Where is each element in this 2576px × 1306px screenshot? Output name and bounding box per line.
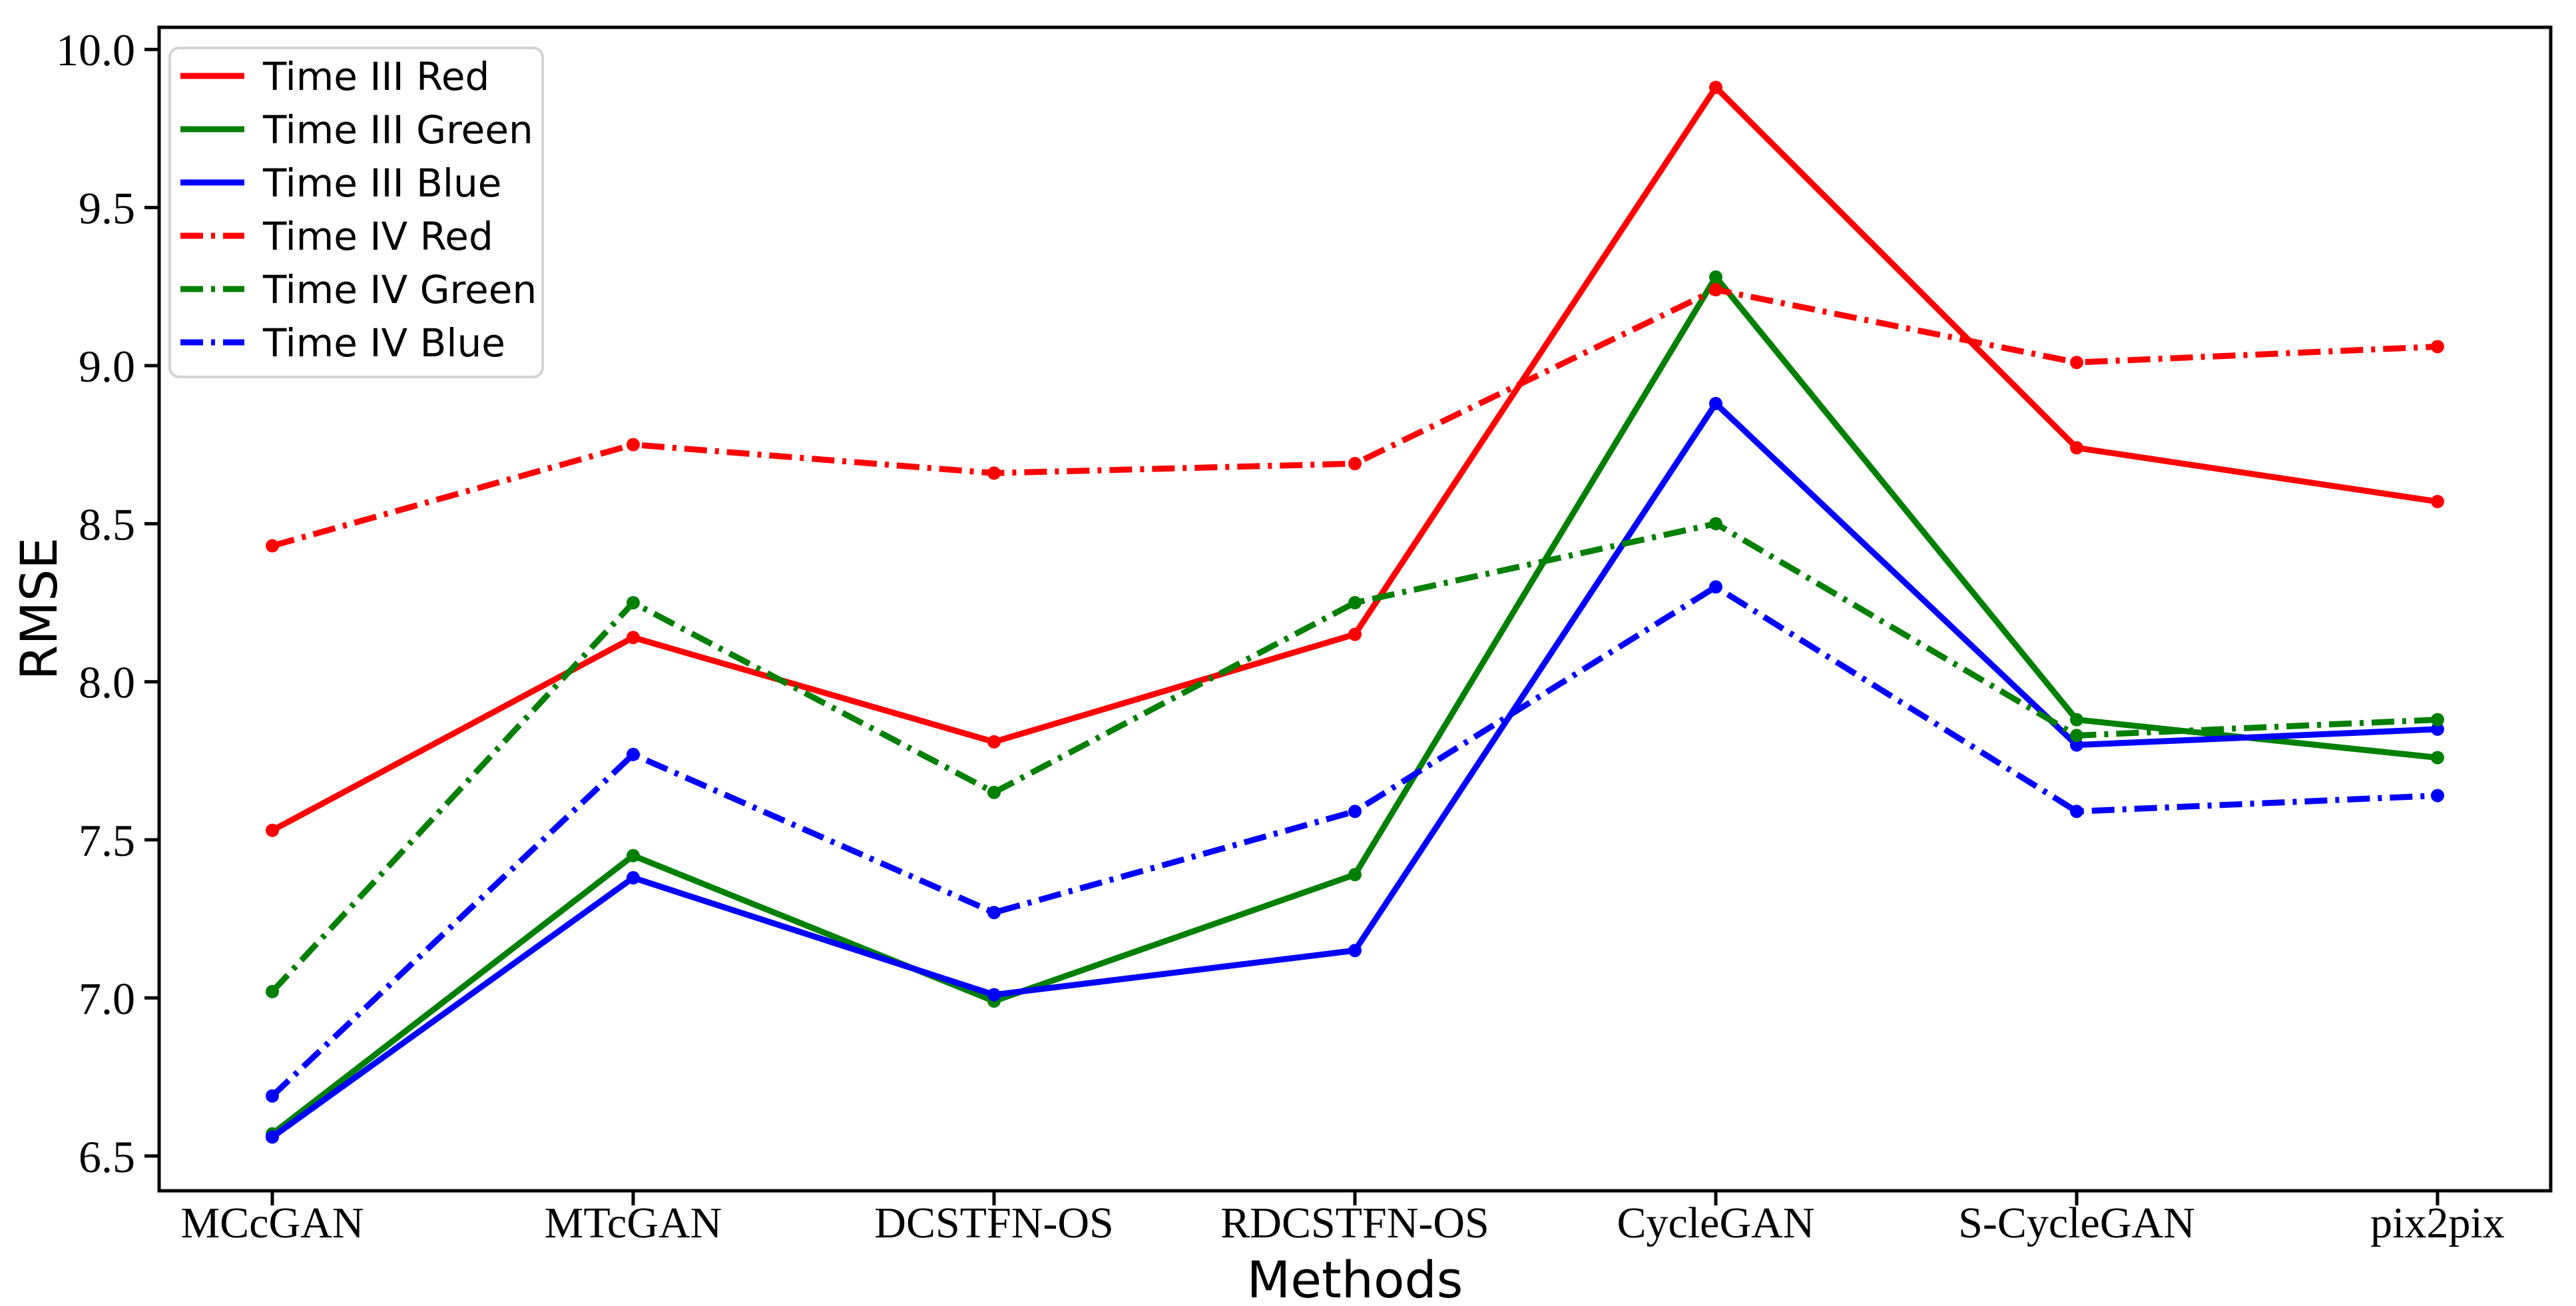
data-point-marker [2431,340,2444,354]
legend-item-label: Time III Red [262,54,489,99]
series-time-iv-red [266,283,2444,553]
series-line-time-iv-blue [270,583,2438,1098]
y-tick-label: 8.0 [79,657,135,708]
y-tick-label: 7.5 [79,815,135,866]
data-point-marker [627,848,640,862]
series-time-iii-red [266,81,2444,837]
series-layer [266,81,2444,1144]
data-point-marker [266,1089,279,1103]
data-point-marker [987,906,1001,920]
series-line-time-iv-green [270,520,2438,994]
data-point-marker [1709,580,1722,594]
x-tick-label: DCSTFN-OS [874,1199,1113,1247]
x-tick-label: RDCSTFN-OS [1220,1199,1489,1247]
data-point-marker [2431,713,2444,727]
data-point-marker [1348,944,1362,958]
x-tick-label: CycleGAN [1617,1199,1815,1247]
y-tick-label: 7.0 [79,973,135,1024]
legend-item-time-iv-green: Time IV Green [180,267,537,312]
series-line-time-iv-red [271,286,2438,549]
data-point-marker [627,596,640,610]
axis-layer: 6.5 7.0 7.5 8.0 8.5 9.0 9.5 10.0 MCcGAN MTcGAN DCS… [56,25,2505,1247]
series-line-time-iii-blue [270,398,2438,1140]
y-tick-label: 8.5 [79,499,135,549]
x-tick-label: MCcGAN [181,1199,364,1247]
legend-item-time-iii-blue: Time III Blue [180,161,501,206]
data-point-marker [987,785,1001,799]
data-point-marker [1709,517,1722,531]
data-point-marker [627,747,640,761]
data-point-marker [266,823,279,837]
series-time-iv-blue [266,580,2444,1103]
legend-item-label: Time IV Red [262,214,493,259]
data-point-marker [2431,751,2444,765]
legend-item-label: Time III Blue [262,161,501,206]
y-tick-label: 6.5 [79,1132,135,1182]
data-point-marker [266,539,279,553]
y-tick-label: 10.0 [56,25,135,75]
legend-item-time-iii-green: Time III Green [180,107,533,153]
data-point-marker [1709,283,1722,297]
data-point-marker [627,871,640,885]
legend-item-time-iii-red: Time III Red [180,54,489,99]
data-point-marker [2070,805,2083,818]
data-point-marker [1709,270,1722,284]
data-point-marker [987,466,1001,480]
legend-item-label: Time IV Green [262,267,537,312]
data-point-marker [2431,495,2444,509]
y-axis-title: RMSE [9,537,69,681]
data-point-marker [627,631,640,645]
x-axis-title: Methods [1247,1250,1463,1306]
legend: Time III Red Time III Green Time III Blue T… [168,47,544,378]
series-time-iii-green [266,270,2444,1141]
y-tick-label: 9.5 [79,183,135,234]
data-point-marker [1709,81,1722,95]
data-point-marker [2431,722,2444,736]
x-tick-label: MTcGAN [545,1199,722,1247]
data-point-marker [987,735,1001,749]
data-point-marker [266,1130,279,1144]
data-point-marker [1348,627,1362,641]
data-point-marker [627,438,640,452]
x-tick-label: S-CycleGAN [1958,1199,2195,1247]
series-time-iii-blue [266,396,2444,1144]
legend-box [168,47,544,378]
data-point-marker [2070,356,2083,370]
data-point-marker [1709,396,1722,410]
data-point-marker [2070,441,2083,455]
series-line-time-iii-green [270,272,2438,1137]
data-point-marker [2070,713,2083,727]
legend-item-time-iv-blue: Time IV Blue [180,320,505,366]
series-time-iv-green [266,517,2444,998]
legend-item-label: Time IV Blue [262,320,505,366]
legend-item-label: Time III Green [262,107,533,153]
data-point-marker [2070,738,2083,752]
legend-item-time-iv-red: Time IV Red [180,214,493,259]
data-point-marker [1348,457,1362,471]
x-tick-label: pix2pix [2370,1199,2505,1247]
data-point-marker [1348,868,1362,882]
data-point-marker [266,984,279,998]
data-point-marker [987,988,1001,1002]
data-point-marker [2431,789,2444,803]
data-point-marker [1348,805,1362,818]
data-point-marker [1348,596,1362,610]
data-point-marker [2070,729,2083,743]
y-tick-label: 9.0 [79,341,135,392]
